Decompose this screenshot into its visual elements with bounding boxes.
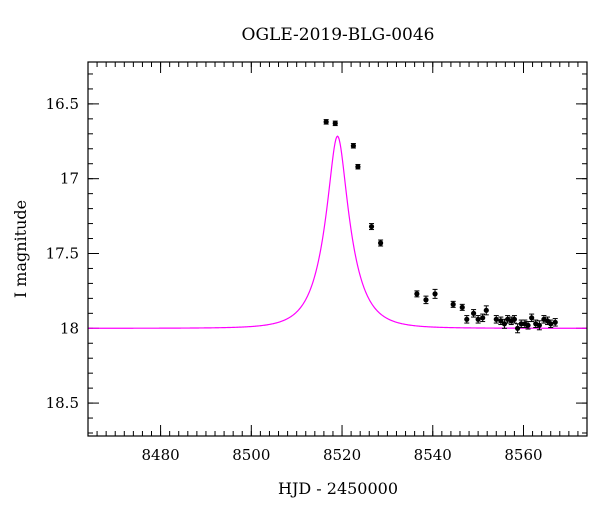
y-tick-label: 18 [60,319,79,337]
data-point [459,304,465,310]
data-point [552,319,558,325]
data-point [470,310,477,316]
x-tick-label: 8500 [232,446,270,464]
data-point [525,322,531,328]
data-point [432,291,438,297]
plot-frame [87,61,588,437]
data-point [377,240,384,246]
data-point [323,119,329,125]
data-point [493,316,499,322]
data-point [475,316,481,322]
y-tick-label: 18.5 [46,394,79,412]
data-point [464,316,470,322]
x-axis-label: HJD - 2450000 [278,479,398,498]
y-tick-label: 17.5 [46,244,79,262]
chart-title: OGLE-2019-BLG-0046 [242,25,435,45]
data-point [450,301,456,307]
model-curve-layer [88,135,587,329]
data-point [548,321,554,327]
x-tick-label: 8480 [141,446,179,464]
data-point [511,316,518,322]
data-point [355,164,361,170]
y-tick-label: 16.5 [46,95,79,113]
data-point [483,307,489,313]
data-point [350,143,356,149]
data-point [332,120,338,126]
data-point [414,291,420,297]
data-point [536,322,542,328]
data-point [529,315,535,321]
data-points-layer [323,119,558,334]
data-point [480,315,486,321]
data-point [368,223,375,230]
data-point [518,321,524,327]
y-tick-label: 17 [60,170,79,188]
x-tick-label: 8520 [323,446,361,464]
data-point [501,321,508,327]
x-tick-label: 8560 [504,446,542,464]
x-tick-label: 8540 [414,446,452,464]
model-curve [88,135,587,329]
y-axis-label: I magnitude [11,200,30,298]
axis-ticks: 8480 8500 8520 8540 8560 16.5 17 17.5 18 18.5 [46,62,588,464]
data-point [514,325,521,331]
data-point [423,297,429,303]
